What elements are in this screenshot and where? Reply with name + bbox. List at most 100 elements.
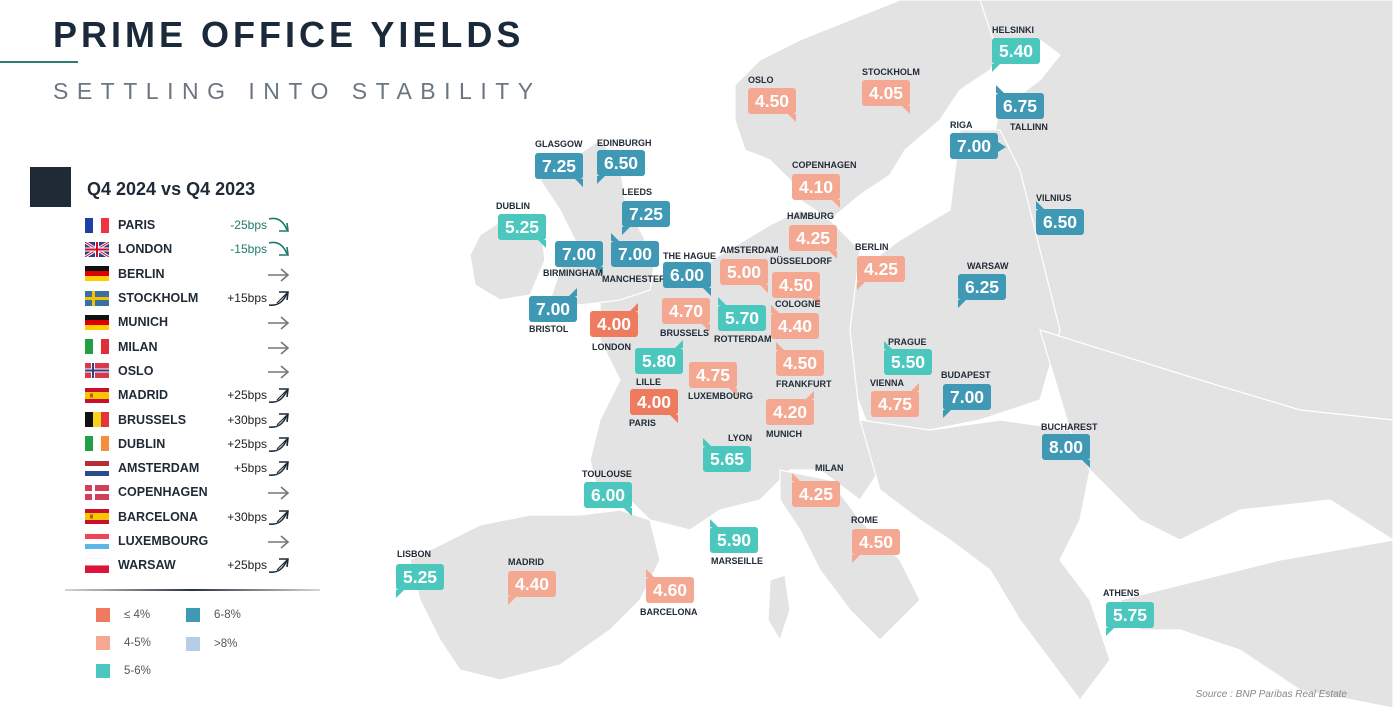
- city-label-oslo: OSLO: [748, 75, 774, 85]
- callout-pointer: [996, 85, 1004, 93]
- yield-callout-riga: 7.00: [950, 133, 1006, 159]
- trend-flat-icon: [267, 483, 291, 501]
- callout-pointer: [624, 508, 632, 516]
- yield-callout-cologne: 4.40: [771, 305, 819, 339]
- callout-pointer: [1082, 460, 1090, 468]
- yield-callout-helsinki: 5.40: [992, 38, 1040, 72]
- city-label-amsterdam: AMSTERDAM: [720, 245, 779, 255]
- flag-italy-icon: [85, 339, 109, 355]
- yield-callout-vienna: 4.75: [871, 383, 919, 417]
- trend-flat-icon: [267, 532, 291, 550]
- yield-callout-glasgow: 7.25: [535, 153, 583, 187]
- yield-change: +30bps: [227, 412, 267, 427]
- callout-pointer: [703, 438, 711, 446]
- yield-callout-marseille: 5.90: [710, 519, 758, 553]
- city-name: DUBLIN: [118, 436, 166, 451]
- yield-value: 5.25: [402, 567, 438, 587]
- panel-title: Q4 2024 vs Q4 2023: [87, 179, 256, 199]
- source-note: Source : BNP Paribas Real Estate: [1195, 689, 1347, 700]
- yield-value: 4.25: [798, 484, 834, 504]
- yield-callout-birmingham: 7.00: [555, 241, 603, 275]
- city-label-vilnius: VILNIUS: [1036, 193, 1072, 203]
- city-label-brussels: BRUSSELS: [660, 328, 710, 338]
- list-item: COPENHAGEN: [85, 480, 295, 504]
- yield-value: 6.50: [1042, 212, 1078, 232]
- callout-pointer: [806, 391, 814, 399]
- yield-change: +30bps: [227, 509, 267, 524]
- yield-callout-budapest: 7.00: [943, 384, 991, 418]
- yield-value: 4.70: [668, 301, 704, 321]
- city-label-vienna: VIENNA: [870, 378, 905, 388]
- yield-value: 6.00: [590, 485, 626, 505]
- yield-callout-bucharest: 8.00: [1042, 434, 1090, 468]
- callout-pointer: [829, 251, 837, 259]
- city-name: WARSAW: [118, 558, 176, 573]
- legend-item-4to5: 4-5%: [96, 636, 151, 650]
- list-item: DUBLIN +25bps: [85, 432, 295, 456]
- callout-pointer: [670, 415, 678, 423]
- city-label-cologne: COLOGNE: [775, 299, 821, 309]
- callout-pointer: [792, 473, 800, 481]
- city-label-lille: LILLE: [636, 377, 661, 387]
- yield-value: 8.00: [1048, 437, 1084, 457]
- yield-value: 7.00: [561, 244, 597, 264]
- yield-value: 4.40: [514, 574, 550, 594]
- trend-up-icon: [267, 556, 291, 574]
- yield-value: 4.25: [795, 228, 831, 248]
- callout-pointer: [710, 519, 718, 527]
- legend-swatch: [186, 637, 200, 651]
- city-name: MILAN: [118, 339, 158, 354]
- city-label-lisbon: LISBON: [397, 549, 432, 559]
- city-label-luxembourg: LUXEMBOURG: [688, 391, 753, 401]
- list-item: OSLO: [85, 359, 295, 383]
- legend-label: >8%: [214, 638, 238, 650]
- city-label-edinburgh: EDINBURGH: [597, 138, 652, 148]
- yield-callout-rotterdam: 5.70: [718, 297, 766, 331]
- callout-pointer: [852, 555, 860, 563]
- callout-pointer: [675, 340, 683, 348]
- yield-value: 5.65: [709, 449, 745, 469]
- yield-value: 6.00: [669, 265, 705, 285]
- trend-flat-icon: [267, 313, 291, 331]
- yield-callout-barcelona: 4.60: [646, 569, 694, 603]
- city-label-milan: MILAN: [815, 463, 844, 473]
- yield-value: 4.75: [695, 365, 731, 385]
- city-label-lyon: LYON: [728, 433, 753, 443]
- city-name: LUXEMBOURG: [118, 534, 209, 548]
- callout-pointer: [630, 303, 638, 311]
- city-label-riga: RIGA: [950, 120, 973, 130]
- city-label-copenhagen: COPENHAGEN: [792, 160, 857, 170]
- yield-callout-lille: 5.80: [635, 340, 683, 374]
- flag-sweden-icon: [85, 290, 109, 306]
- trend-up-icon: [267, 289, 291, 307]
- yield-callout-luxembourg: 4.75: [689, 362, 737, 396]
- trend-flat-icon: [267, 362, 291, 380]
- yield-value: 7.25: [541, 156, 577, 176]
- city-name: MUNICH: [118, 315, 168, 330]
- city-label-warsaw: WARSAW: [967, 261, 1009, 271]
- callout-pointer: [992, 64, 1000, 72]
- trend-up-icon: [267, 508, 291, 526]
- callout-pointer: [760, 285, 768, 293]
- list-item: BRUSSELS +30bps: [85, 407, 295, 431]
- flag-france-icon: [85, 217, 109, 233]
- trend-up-icon: [267, 435, 291, 453]
- callout-pointer: [857, 282, 865, 290]
- yield-callout-oslo: 4.50: [748, 88, 796, 122]
- callout-pointer: [911, 383, 919, 391]
- yield-value: 4.50: [778, 275, 814, 295]
- callout-pointer: [902, 106, 910, 114]
- yield-callout-manchester: 7.00: [611, 233, 659, 267]
- yield-callout-frankfurt: 4.50: [776, 342, 824, 376]
- legend-item-6to8: 6-8%: [186, 608, 241, 622]
- yield-value: 6.25: [964, 277, 1000, 297]
- yield-callout-brussels: 4.70: [662, 298, 710, 332]
- list-item: PARIS -25bps: [85, 213, 295, 237]
- callout-pointer: [958, 300, 966, 308]
- city-label-the-hague: THE HAGUE: [663, 251, 717, 261]
- yield-change: +25bps: [227, 388, 267, 403]
- city-label-dublin: DUBLIN: [496, 201, 530, 211]
- yield-callout-london: 4.00: [590, 303, 638, 337]
- list-item: LONDON -15bps: [85, 237, 295, 261]
- flag-germany-icon: [85, 314, 109, 330]
